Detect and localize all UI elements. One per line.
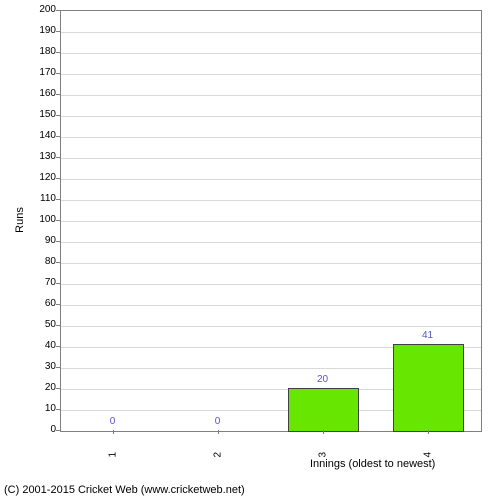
y-axis-label: Runs [14,200,26,240]
y-tick-label: 10 [28,403,56,414]
y-tick-label: 170 [28,67,56,78]
y-tick-mark [56,325,60,326]
y-tick-mark [56,157,60,158]
x-tick-mark [428,430,429,434]
bar-value-label: 20 [303,374,343,385]
y-tick-label: 200 [28,4,56,15]
gridline [61,221,481,222]
x-tick-mark [323,430,324,434]
y-tick-label: 90 [28,235,56,246]
y-tick-label: 20 [28,382,56,393]
gridline [61,284,481,285]
y-tick-label: 80 [28,256,56,267]
x-tick-label: 3 [317,438,328,458]
x-tick-label: 1 [107,438,118,458]
y-tick-label: 190 [28,25,56,36]
x-axis-label: Innings (oldest to newest) [310,458,435,470]
y-tick-label: 160 [28,88,56,99]
y-tick-mark [56,220,60,221]
bar-value-label: 41 [408,330,448,341]
gridline [61,305,481,306]
bar [288,388,358,432]
y-tick-mark [56,115,60,116]
y-tick-label: 0 [28,424,56,435]
y-tick-mark [56,52,60,53]
y-tick-label: 130 [28,151,56,162]
y-tick-mark [56,31,60,32]
bar-value-label: 0 [198,416,238,427]
bar-value-label: 0 [93,416,133,427]
y-tick-mark [56,199,60,200]
y-tick-label: 50 [28,319,56,330]
y-tick-mark [56,262,60,263]
chart-container: Runs Innings (oldest to newest) (C) 2001… [0,0,500,500]
gridline [61,95,481,96]
x-tick-mark [113,430,114,434]
y-tick-label: 30 [28,361,56,372]
copyright-text: (C) 2001-2015 Cricket Web (www.cricketwe… [4,484,245,496]
y-tick-label: 40 [28,340,56,351]
y-tick-mark [56,367,60,368]
x-tick-mark [218,430,219,434]
y-tick-mark [56,241,60,242]
gridline [61,116,481,117]
y-tick-label: 110 [28,193,56,204]
x-tick-label: 2 [212,438,223,458]
bar [393,344,463,432]
y-tick-label: 180 [28,46,56,57]
y-tick-mark [56,304,60,305]
gridline [61,200,481,201]
y-tick-mark [56,73,60,74]
y-tick-mark [56,94,60,95]
y-tick-label: 60 [28,298,56,309]
gridline [61,53,481,54]
gridline [61,74,481,75]
y-tick-mark [56,346,60,347]
y-tick-label: 70 [28,277,56,288]
y-tick-mark [56,430,60,431]
y-tick-label: 100 [28,214,56,225]
x-tick-label: 4 [422,438,433,458]
y-tick-mark [56,283,60,284]
gridline [61,32,481,33]
y-tick-mark [56,178,60,179]
y-tick-mark [56,10,60,11]
y-tick-label: 140 [28,130,56,141]
gridline [61,137,481,138]
y-tick-label: 120 [28,172,56,183]
gridline [61,242,481,243]
y-tick-label: 150 [28,109,56,120]
gridline [61,263,481,264]
y-tick-mark [56,409,60,410]
y-tick-mark [56,136,60,137]
gridline [61,326,481,327]
gridline [61,179,481,180]
gridline [61,158,481,159]
y-tick-mark [56,388,60,389]
